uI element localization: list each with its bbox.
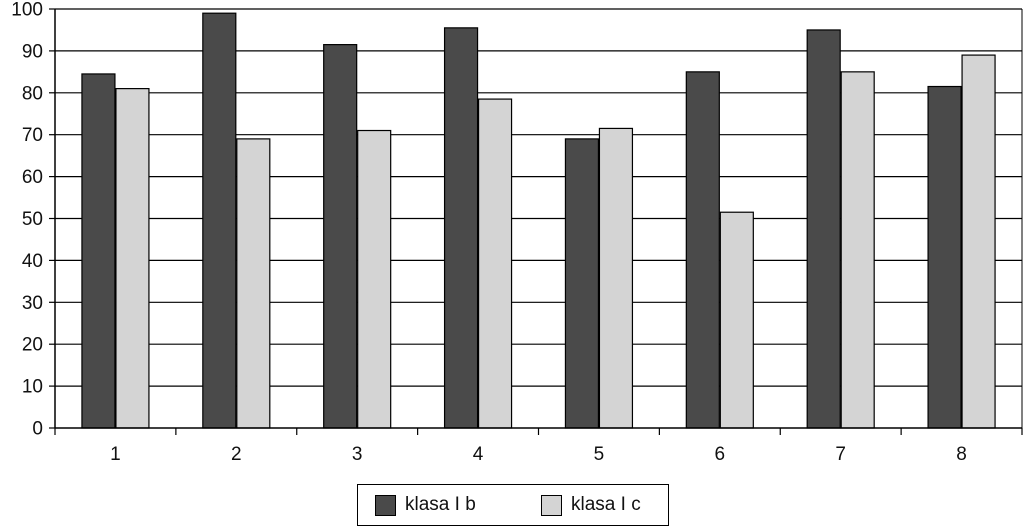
legend: klasa I b klasa I c — [357, 484, 669, 526]
bar-series-1-cat-2 — [202, 12, 237, 429]
legend-item-series-2: klasa I c — [541, 485, 641, 525]
y-tick-label: 40 — [22, 251, 43, 272]
y-tick-label: 10 — [22, 377, 43, 398]
legend-label-series-1: klasa I b — [405, 494, 476, 515]
bar-series-2-cat-2 — [236, 138, 271, 429]
bar-series-1-cat-6 — [685, 71, 720, 429]
bar-series-2-cat-8 — [961, 54, 996, 429]
bar-series-2-cat-5 — [598, 127, 634, 429]
bar-series-1-cat-1 — [81, 73, 116, 429]
x-tick-label: 4 — [473, 444, 484, 465]
bar-series-2-cat-1 — [115, 88, 150, 429]
y-tick-label: 50 — [22, 209, 43, 230]
bar-series-1-cat-7 — [806, 29, 841, 429]
y-tick-label: 0 — [32, 419, 43, 440]
y-tick-label: 90 — [22, 41, 43, 62]
bar-series-2-cat-6 — [719, 211, 754, 429]
y-tick-label: 80 — [22, 83, 43, 104]
x-tick-label: 2 — [231, 444, 242, 465]
x-tick-label: 3 — [352, 444, 363, 465]
bar-series-2-cat-4 — [477, 98, 513, 429]
y-tick-label: 20 — [22, 335, 43, 356]
x-tick-label: 1 — [110, 444, 121, 465]
y-axis-ticks: 0 10 20 30 40 50 60 70 80 90 100 — [11, 0, 55, 440]
x-tick-label: 5 — [594, 444, 605, 465]
legend-label-series-2: klasa I c — [571, 494, 641, 515]
bar-series-1-cat-8 — [927, 85, 962, 429]
x-axis-ticks: 1 2 3 4 5 6 7 8 — [54, 428, 1023, 465]
legend-swatch-series-2 — [541, 494, 562, 516]
y-tick-label: 30 — [22, 293, 43, 314]
y-tick-label: 100 — [11, 0, 43, 21]
x-tick-label: 6 — [715, 444, 726, 465]
legend-item-series-1: klasa I b — [375, 485, 476, 525]
bar-series-1-cat-4 — [443, 27, 479, 429]
bars — [81, 12, 996, 429]
bar-series-2-cat-3 — [357, 129, 392, 429]
x-tick-label: 7 — [835, 444, 846, 465]
legend-swatch-series-1 — [375, 494, 396, 516]
y-tick-label: 60 — [22, 167, 43, 188]
y-tick-label: 70 — [22, 125, 43, 146]
x-tick-label: 8 — [956, 444, 967, 465]
grid-lines — [55, 8, 1022, 387]
bar-series-1-cat-5 — [564, 138, 600, 429]
bar-series-2-cat-7 — [840, 71, 875, 429]
bar-series-1-cat-3 — [323, 44, 358, 429]
